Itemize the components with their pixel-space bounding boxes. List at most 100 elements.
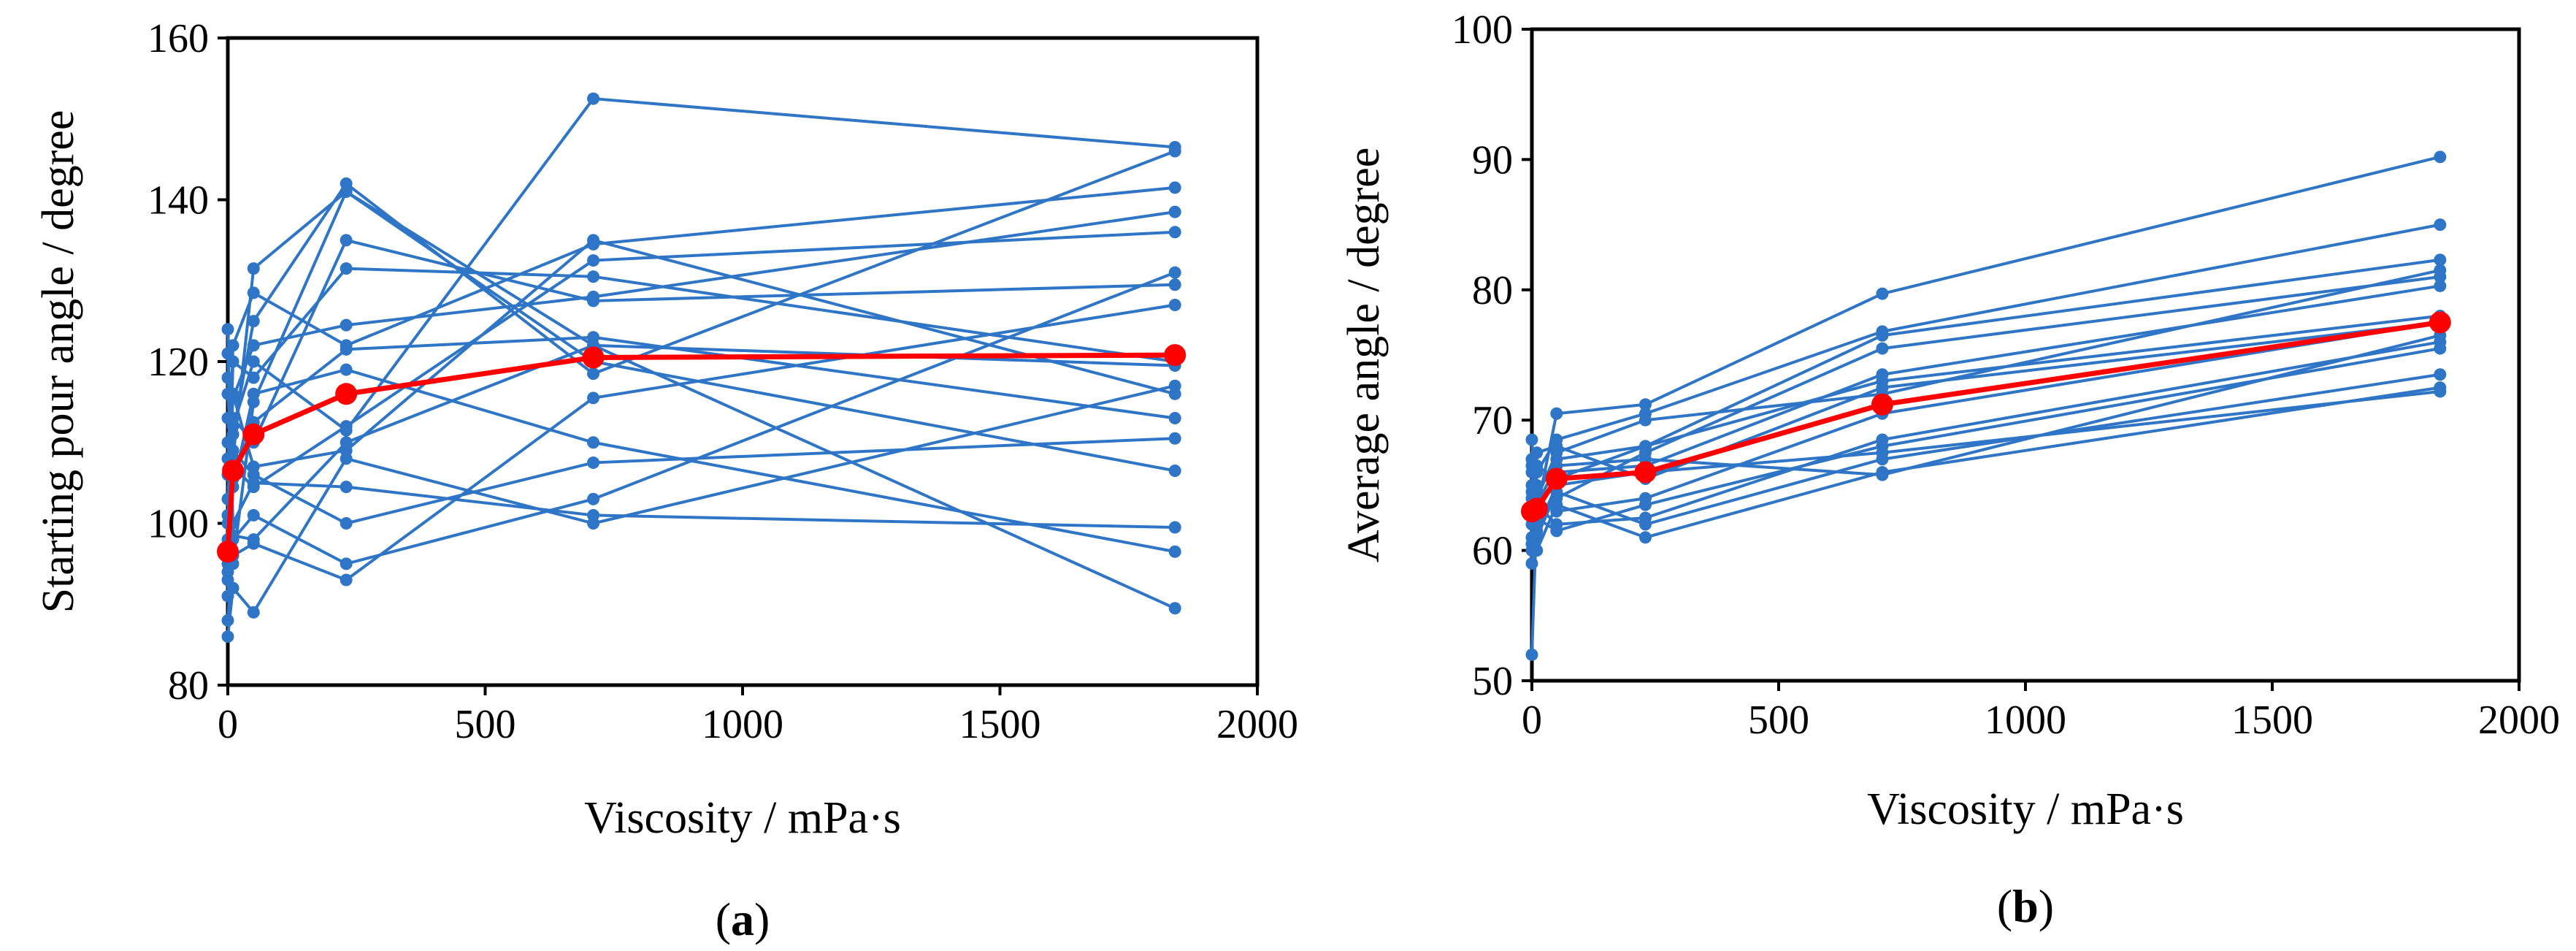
series-line — [226, 238, 1176, 476]
series-point — [247, 371, 260, 384]
series-point — [340, 363, 353, 376]
mean-point — [217, 541, 239, 563]
series-point — [587, 254, 600, 267]
series-point — [1876, 468, 1889, 481]
series-point — [247, 339, 260, 352]
series-point — [247, 355, 260, 368]
series-point — [1168, 266, 1181, 279]
series-point — [2434, 342, 2447, 355]
series-line — [226, 329, 1176, 610]
y-axis-title: Starting pour angle / degree — [34, 110, 83, 614]
series-point — [1525, 538, 1538, 551]
series-point — [340, 185, 353, 198]
x-tick-label: 500 — [1748, 698, 1809, 743]
x-tick-label: 500 — [455, 702, 516, 747]
mean-point — [1634, 461, 1657, 484]
series-point — [1638, 413, 1652, 427]
series-point — [1168, 141, 1181, 154]
panel-label-open: ( — [1997, 880, 2012, 932]
x-tick-label: 1500 — [959, 702, 1041, 747]
series-point — [2434, 264, 2447, 277]
series-point — [1168, 181, 1181, 194]
mean-point — [242, 423, 265, 446]
series-group — [1521, 150, 2451, 661]
series-point — [1168, 205, 1181, 218]
series-point — [1525, 459, 1538, 473]
x-tick-label: 1000 — [702, 702, 783, 747]
series-mean — [1521, 311, 2451, 523]
y-tick-label: 160 — [147, 16, 209, 61]
series-s10 — [221, 412, 1181, 530]
series-point — [587, 92, 600, 105]
series-point — [247, 537, 260, 550]
x-axis-title: Viscosity / mPa·s — [584, 793, 901, 843]
y-tick-label: 120 — [147, 340, 209, 385]
series-point — [1550, 524, 1563, 538]
x-tick-label: 1000 — [1985, 698, 2066, 743]
x-axis-title: Viscosity / mPa·s — [1867, 784, 2184, 834]
series-line — [226, 384, 1176, 637]
mean-point — [2429, 311, 2451, 334]
x-tick-label: 0 — [218, 702, 238, 747]
series-point — [587, 270, 600, 283]
series-point — [1168, 602, 1181, 615]
series-point — [340, 517, 353, 530]
series-line — [226, 238, 1176, 468]
series-point — [1638, 440, 1652, 453]
series-point — [340, 234, 353, 247]
series-point — [587, 367, 600, 381]
series-point — [1168, 278, 1181, 291]
series-point — [1550, 498, 1563, 511]
series-point — [247, 262, 260, 275]
y-tick-label: 60 — [1472, 529, 1513, 574]
series-point — [340, 262, 353, 275]
series-point — [2434, 150, 2447, 164]
series-point — [1638, 398, 1652, 411]
series-point — [1168, 226, 1181, 239]
series-point — [587, 294, 600, 308]
plot-frame — [226, 36, 1260, 687]
series-point — [1525, 433, 1538, 446]
series-mean — [217, 344, 1187, 563]
series-point — [1168, 432, 1181, 445]
mean-point — [1871, 393, 1893, 416]
series-point — [1876, 287, 1889, 300]
series-point — [587, 234, 600, 247]
series-point — [1168, 521, 1181, 534]
series-point — [2434, 218, 2447, 232]
y-tick-label: 70 — [1472, 398, 1513, 443]
series-point — [587, 436, 600, 449]
series-point — [1525, 648, 1538, 661]
chart-panel-b: 0 500 1000 1500 2000 50 60 70 80 90 100 Viscosity /… — [1339, 7, 2560, 932]
panel-label-open: ( — [716, 893, 731, 945]
x-tick-label: 0 — [1522, 698, 1542, 743]
series-point — [247, 286, 260, 299]
series-point — [247, 476, 260, 489]
series-point — [1550, 446, 1563, 459]
series-point — [1168, 465, 1181, 478]
series-point — [1550, 407, 1563, 420]
series-point — [1638, 518, 1652, 531]
series-point — [587, 492, 600, 505]
panel-label-letter: b — [2012, 880, 2039, 932]
series-point — [340, 318, 353, 332]
series-point — [1876, 446, 1889, 459]
series-point — [587, 392, 600, 405]
series-point — [587, 517, 600, 530]
x-tick-label: 1500 — [2231, 698, 2313, 743]
series-point — [247, 315, 260, 328]
x-tick-label: 2000 — [1216, 702, 1298, 747]
series-point — [221, 323, 234, 336]
series-point — [340, 573, 353, 587]
y-tick-label: 100 — [147, 502, 209, 547]
series-point — [1638, 531, 1652, 544]
y-tick-label: 80 — [1472, 268, 1513, 313]
mean-point — [1545, 467, 1568, 490]
series-line — [1530, 321, 2441, 499]
series-point — [340, 481, 353, 494]
series-point — [1876, 342, 1889, 355]
series-point — [2434, 368, 2447, 381]
series-point — [1168, 298, 1181, 311]
